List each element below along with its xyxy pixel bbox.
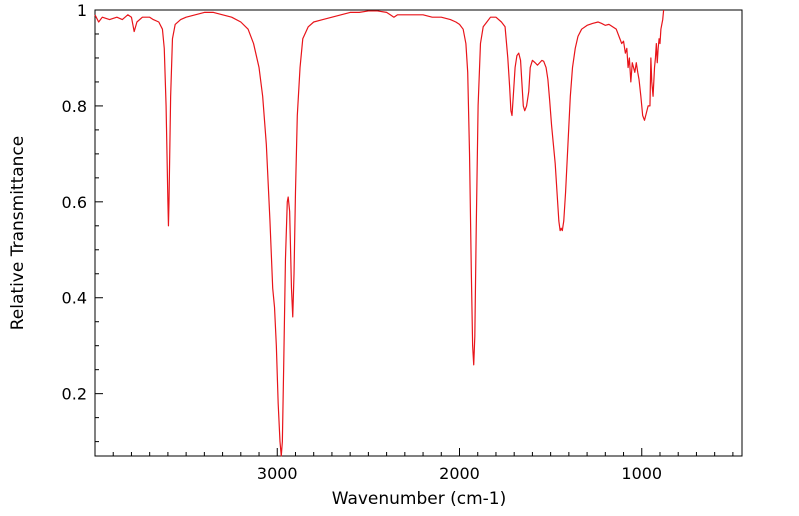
y-tick-label: 0.6 [62, 193, 87, 212]
x-axis-title: Wavenumber (cm-1) [332, 489, 507, 509]
y-tick-label: 0.4 [62, 289, 87, 308]
series-layer [94, 9, 665, 457]
x-tick-label: 1000 [621, 464, 662, 483]
y-major-ticks: 1 0.8 0.6 0.4 0.2 [62, 1, 103, 404]
series-line [94, 9, 665, 457]
y-minor-ticks [95, 33, 99, 443]
y-axis-title: Relative Transmittance [8, 136, 28, 331]
y-tick-label: 0.8 [62, 97, 87, 116]
x-tick-label: 2000 [439, 464, 480, 483]
x-major-ticks: 3000 2000 1000 [257, 448, 662, 483]
x-tick-label: 3000 [257, 464, 298, 483]
y-tick-label: 0.2 [62, 385, 87, 404]
x-minor-ticks [112, 452, 734, 456]
plot-frame [94, 9, 743, 457]
y-tick-label: 1 [77, 1, 87, 20]
